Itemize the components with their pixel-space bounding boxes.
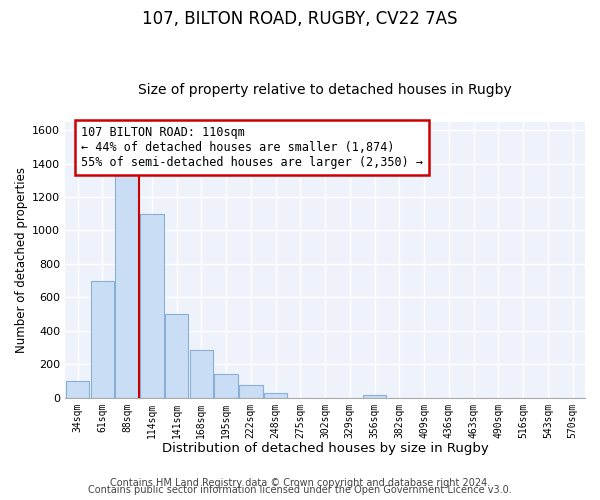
Bar xyxy=(363,395,386,398)
Text: 107 BILTON ROAD: 110sqm
← 44% of detached houses are smaller (1,874)
55% of semi: 107 BILTON ROAD: 110sqm ← 44% of detache… xyxy=(81,126,423,169)
Bar xyxy=(91,280,114,398)
Bar xyxy=(239,385,263,398)
Bar xyxy=(190,350,213,398)
Bar xyxy=(140,214,164,398)
Text: 107, BILTON ROAD, RUGBY, CV22 7AS: 107, BILTON ROAD, RUGBY, CV22 7AS xyxy=(142,10,458,28)
Bar xyxy=(115,174,139,398)
Text: Contains HM Land Registry data © Crown copyright and database right 2024.: Contains HM Land Registry data © Crown c… xyxy=(110,478,490,488)
Y-axis label: Number of detached properties: Number of detached properties xyxy=(15,167,28,353)
Bar xyxy=(264,392,287,398)
X-axis label: Distribution of detached houses by size in Rugby: Distribution of detached houses by size … xyxy=(162,442,488,455)
Bar xyxy=(165,314,188,398)
Bar xyxy=(66,381,89,398)
Text: Contains public sector information licensed under the Open Government Licence v3: Contains public sector information licen… xyxy=(88,485,512,495)
Title: Size of property relative to detached houses in Rugby: Size of property relative to detached ho… xyxy=(138,83,512,97)
Bar xyxy=(214,374,238,398)
